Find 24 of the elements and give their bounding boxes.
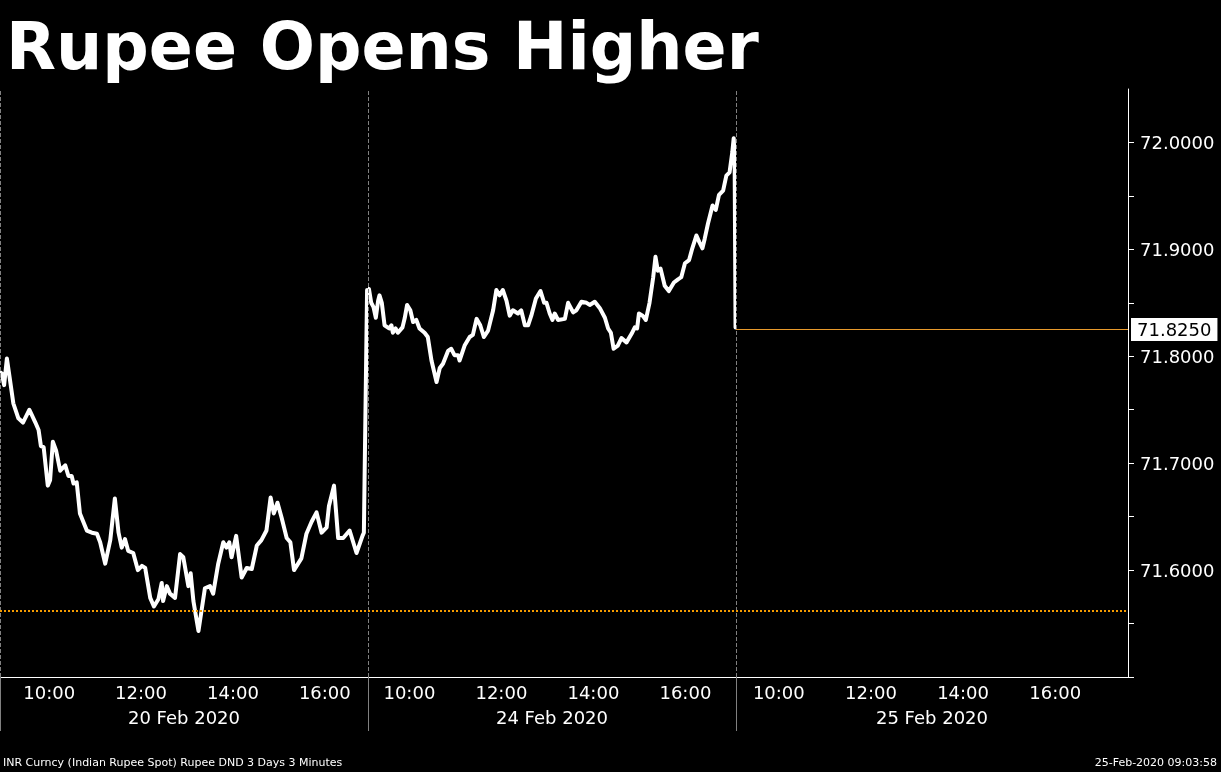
x-tick-label: 12:00 bbox=[115, 681, 167, 703]
x-tick-label: 14:00 bbox=[206, 681, 259, 703]
x-tick-label: 10:00 bbox=[383, 681, 436, 703]
y-tick-label: 71.6000 bbox=[1140, 559, 1215, 581]
x-axis-title: 20 Feb 2020 bbox=[127, 706, 241, 728]
x-tick-label: 14:00 bbox=[937, 681, 990, 703]
x-axis-title: 25 Feb 2020 bbox=[875, 706, 989, 728]
x-tick-label: 10:00 bbox=[752, 681, 805, 703]
y-tick-label: 71.9000 bbox=[1140, 238, 1215, 260]
text: INR Curncy (Indian Rupee Spot) Rupee DND 3 Days 3 Minutes bbox=[3, 755, 343, 771]
y-tick-label: 71.7000 bbox=[1140, 452, 1215, 474]
y-tick-label: 71.8000 bbox=[1140, 345, 1215, 367]
x-tick-label: 12:00 bbox=[475, 681, 528, 703]
text: 25-Feb-2020 09:03:58 bbox=[1094, 755, 1217, 771]
x-tick-label: 14:00 bbox=[567, 681, 620, 703]
x-tick-label: 16:00 bbox=[1029, 681, 1082, 703]
x-tick-label: 10:00 bbox=[23, 681, 76, 703]
x-tick-label: 16:00 bbox=[659, 681, 712, 703]
chart-title: Rupee Opens Higher bbox=[6, 8, 759, 86]
x-axis-title: 24 Feb 2020 bbox=[495, 706, 609, 728]
x-tick-label: 12:00 bbox=[845, 681, 897, 703]
x-tick-label: 16:00 bbox=[298, 681, 351, 703]
ref-line-label: 71.8250 bbox=[1137, 319, 1212, 341]
y-tick-label: 72.0000 bbox=[1140, 131, 1215, 153]
